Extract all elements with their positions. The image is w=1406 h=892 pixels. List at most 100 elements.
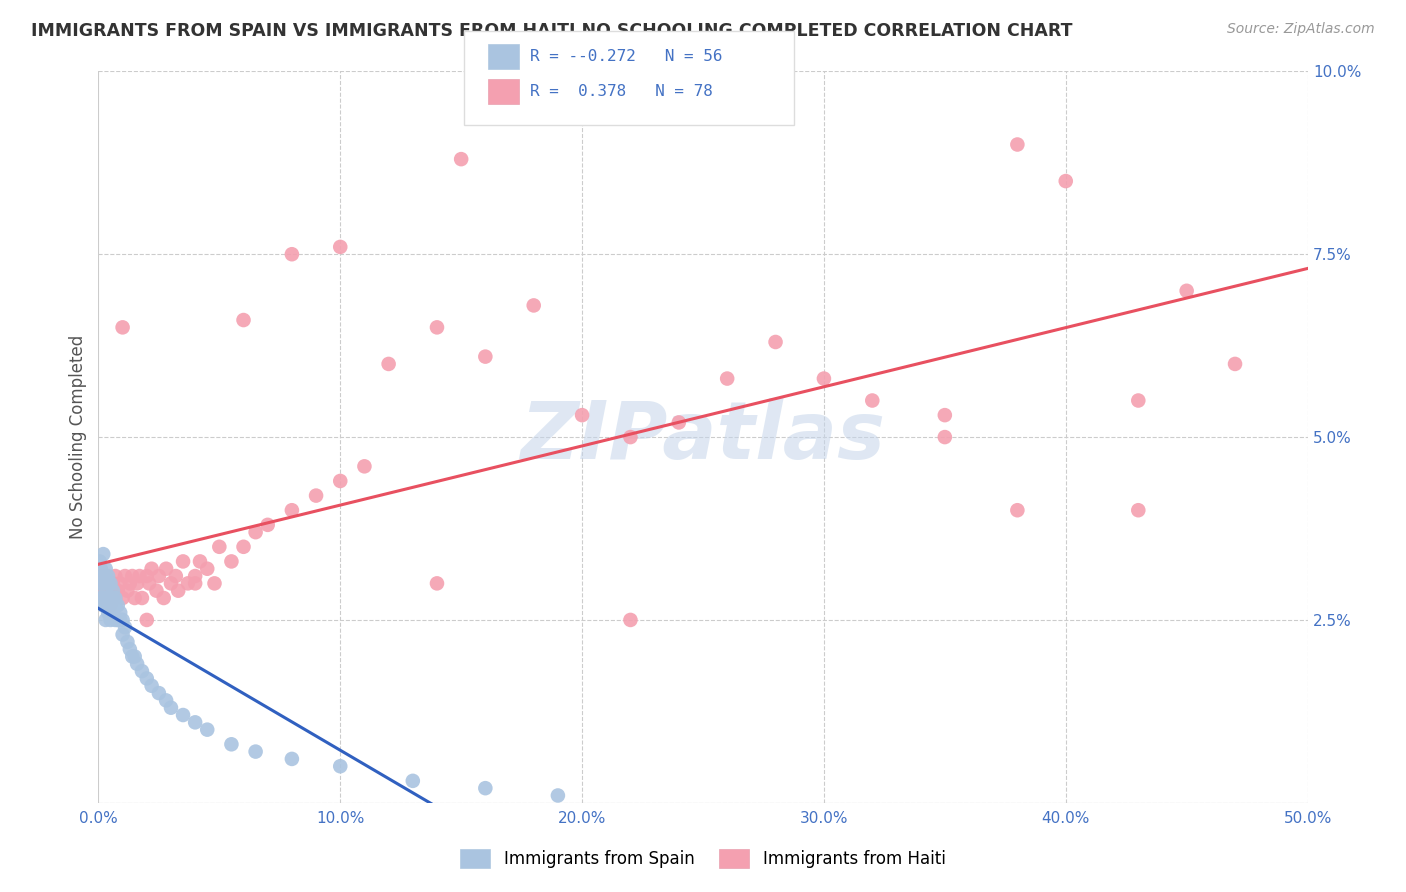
Point <box>1128 503 1150 517</box>
Point <box>329 240 352 254</box>
Point <box>97 569 120 583</box>
Point <box>104 591 127 605</box>
Point <box>1128 393 1150 408</box>
Point <box>111 613 134 627</box>
Point <box>104 569 127 583</box>
Point <box>90 576 112 591</box>
Point <box>165 569 187 583</box>
Text: R =  0.378   N = 78: R = 0.378 N = 78 <box>530 85 713 99</box>
Point <box>118 642 141 657</box>
Point <box>1223 357 1246 371</box>
Point <box>245 745 267 759</box>
Point <box>329 759 352 773</box>
Point <box>128 569 150 583</box>
Point <box>100 599 122 613</box>
Point <box>245 525 267 540</box>
Point <box>141 562 163 576</box>
Point <box>100 576 122 591</box>
Point <box>108 613 131 627</box>
Point <box>221 737 243 751</box>
Point <box>305 489 328 503</box>
Point <box>141 679 163 693</box>
Point <box>138 576 160 591</box>
Text: R = --0.272   N = 56: R = --0.272 N = 56 <box>530 49 723 63</box>
Point <box>281 752 304 766</box>
Point <box>90 562 112 576</box>
Point <box>91 576 114 591</box>
Y-axis label: No Schooling Completed: No Schooling Completed <box>69 335 87 539</box>
Point <box>90 583 112 598</box>
Point <box>184 715 207 730</box>
Point <box>107 613 129 627</box>
Point <box>117 583 139 598</box>
Point <box>108 576 131 591</box>
Point <box>101 591 124 605</box>
Point <box>474 781 496 796</box>
Point <box>91 599 114 613</box>
Point <box>97 576 120 591</box>
Point <box>232 540 254 554</box>
Point <box>145 583 167 598</box>
Point <box>101 583 124 598</box>
Point <box>90 591 112 605</box>
Point <box>94 569 117 583</box>
Point <box>104 599 127 613</box>
Point <box>91 591 114 605</box>
Point <box>97 606 120 620</box>
Point <box>172 708 194 723</box>
Point <box>121 649 143 664</box>
Point <box>94 613 117 627</box>
Point <box>100 613 122 627</box>
Point <box>104 591 127 605</box>
Text: ZIPatlas: ZIPatlas <box>520 398 886 476</box>
Point <box>172 554 194 568</box>
Point <box>221 554 243 568</box>
Point <box>111 591 134 605</box>
Point <box>208 540 231 554</box>
Point <box>1054 174 1077 188</box>
Point <box>188 554 211 568</box>
Point <box>135 672 157 686</box>
Point <box>94 591 117 605</box>
Point <box>426 576 449 591</box>
Legend: Immigrants from Spain, Immigrants from Haiti: Immigrants from Spain, Immigrants from H… <box>454 842 952 875</box>
Point <box>91 591 114 605</box>
Point <box>152 591 174 605</box>
Point <box>426 320 449 334</box>
Point <box>155 693 177 707</box>
Point <box>114 569 136 583</box>
Point <box>124 591 146 605</box>
Point <box>131 591 153 605</box>
Point <box>118 576 141 591</box>
Point <box>114 620 136 634</box>
Point <box>765 334 787 349</box>
Point <box>1175 284 1198 298</box>
Point <box>329 474 352 488</box>
Point <box>108 606 131 620</box>
Point <box>91 569 114 583</box>
Point <box>450 152 472 166</box>
Point <box>402 773 425 788</box>
Point <box>148 686 170 700</box>
Point <box>117 635 139 649</box>
Point <box>135 613 157 627</box>
Point <box>111 320 134 334</box>
Point <box>167 583 190 598</box>
Point <box>94 562 117 576</box>
Point <box>668 416 690 430</box>
Point <box>91 576 114 591</box>
Point <box>100 591 122 605</box>
Point <box>160 700 183 714</box>
Point <box>121 569 143 583</box>
Point <box>813 371 835 385</box>
Point <box>281 247 304 261</box>
Point <box>124 649 146 664</box>
Point <box>94 599 117 613</box>
Point <box>90 569 112 583</box>
Point <box>101 606 124 620</box>
Point <box>89 554 111 568</box>
Point <box>377 357 399 371</box>
Point <box>177 576 200 591</box>
Point <box>127 576 149 591</box>
Point <box>619 430 641 444</box>
